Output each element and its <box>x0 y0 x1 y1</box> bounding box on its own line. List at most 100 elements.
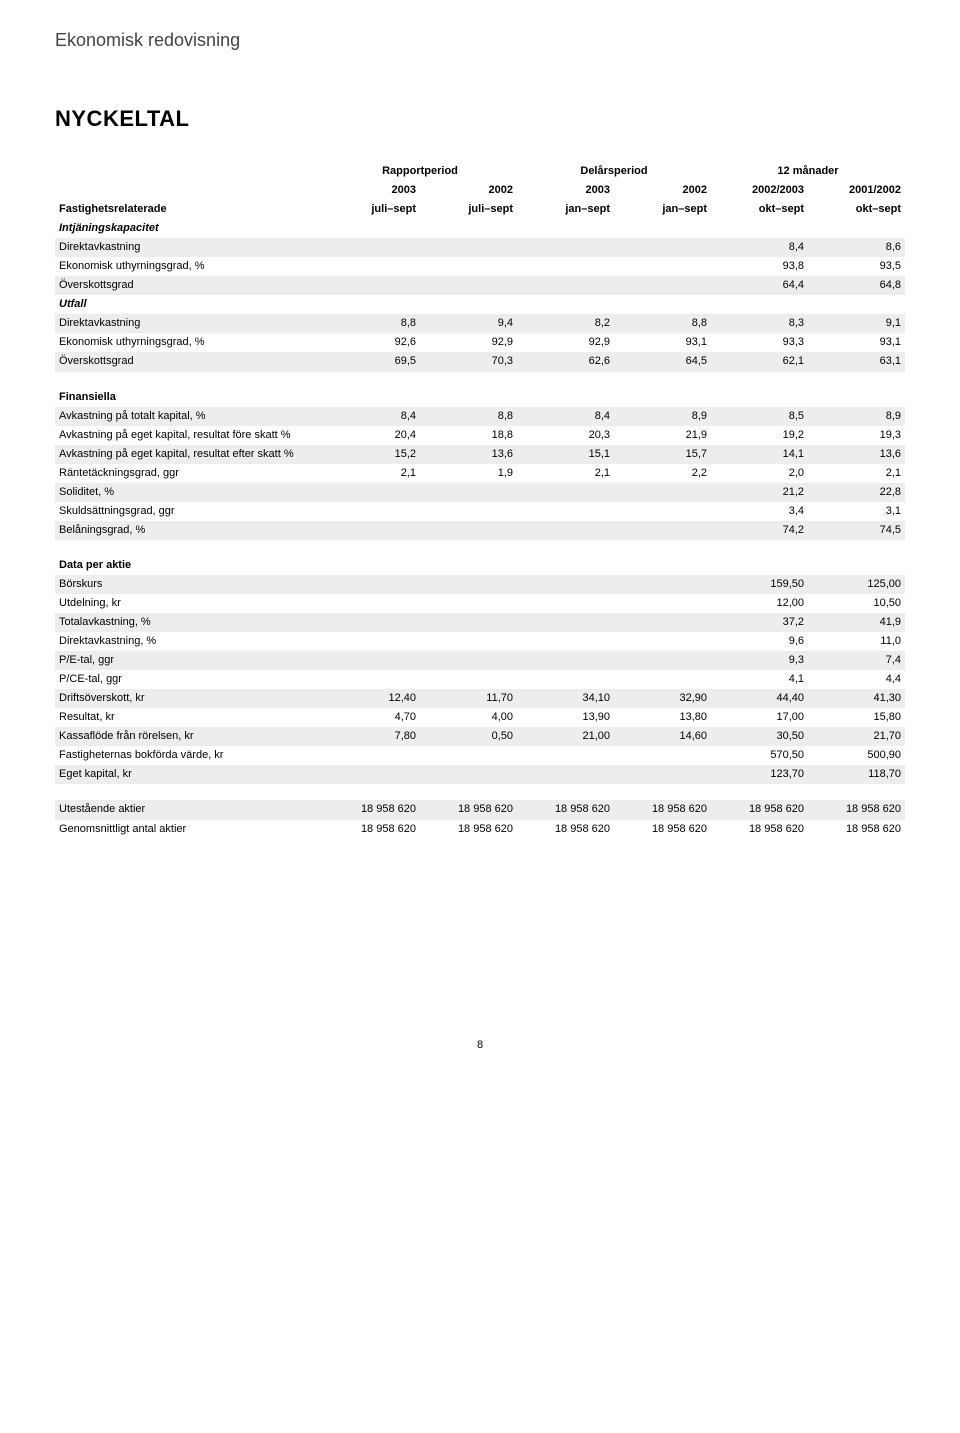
cell: 2,0 <box>711 464 808 483</box>
table-row: Utdelning, kr12,0010,50 <box>55 594 905 613</box>
cell <box>614 575 711 594</box>
row-label: Belåningsgrad, % <box>55 521 323 540</box>
cell: 44,40 <box>711 689 808 708</box>
cell <box>614 765 711 784</box>
cell: 7,80 <box>323 727 420 746</box>
cell: 9,3 <box>711 651 808 670</box>
nyckeltal-table: Rapportperiod Delårsperiod 12 månader 20… <box>55 162 905 839</box>
cell <box>420 238 517 257</box>
table-row: Direktavkastning8,89,48,28,88,39,1 <box>55 314 905 333</box>
cell <box>420 594 517 613</box>
cell <box>420 257 517 276</box>
col-period-2: jan–sept <box>517 200 614 219</box>
cell: 8,4 <box>711 238 808 257</box>
table-row: Belåningsgrad, % 74,274,5 <box>55 521 905 540</box>
cell <box>517 632 614 651</box>
cell: 159,50 <box>711 575 808 594</box>
cell <box>614 521 711 540</box>
row-label: Totalavkastning, % <box>55 613 323 632</box>
cell: 37,2 <box>711 613 808 632</box>
cell <box>323 575 420 594</box>
cell: 30,50 <box>711 727 808 746</box>
row-label: Genomsnittligt antal aktier <box>55 820 323 839</box>
table-row: Avkastning på eget kapital, resultat för… <box>55 426 905 445</box>
cell <box>420 521 517 540</box>
cell: 11,70 <box>420 689 517 708</box>
cell: 93,1 <box>808 333 905 352</box>
row-label: Eget kapital, kr <box>55 765 323 784</box>
cell: 21,70 <box>808 727 905 746</box>
cell: 2,1 <box>323 464 420 483</box>
cell: 8,9 <box>614 407 711 426</box>
cell <box>614 613 711 632</box>
cell: 4,00 <box>420 708 517 727</box>
cell <box>323 651 420 670</box>
cell: 2,1 <box>808 464 905 483</box>
table-row: Totalavkastning, % 37,241,9 <box>55 613 905 632</box>
table-row: Ekonomisk uthyrningsgrad, %93,893,5 <box>55 257 905 276</box>
cell <box>517 575 614 594</box>
page-number: 8 <box>55 1039 905 1051</box>
cell: 3,1 <box>808 502 905 521</box>
cell: 3,4 <box>711 502 808 521</box>
cell: 14,1 <box>711 445 808 464</box>
row-label: Utestående aktier <box>55 800 323 819</box>
table-row: Direktavkastning, %9,611,0 <box>55 632 905 651</box>
row-label: Kassaflöde från rörelsen, kr <box>55 727 323 746</box>
cell: 74,2 <box>711 521 808 540</box>
cell <box>517 651 614 670</box>
cell: 2,1 <box>517 464 614 483</box>
cell <box>614 502 711 521</box>
table-row: Driftsöverskott, kr12,4011,7034,1032,904… <box>55 689 905 708</box>
cell <box>614 594 711 613</box>
cell <box>614 257 711 276</box>
cell: 69,5 <box>323 352 420 371</box>
cell <box>614 276 711 295</box>
table-row: P/E-tal, ggr9,37,4 <box>55 651 905 670</box>
cell: 41,9 <box>808 613 905 632</box>
col-year-2: 2003 <box>517 181 614 200</box>
cell: 18 958 620 <box>517 800 614 819</box>
cell: 64,5 <box>614 352 711 371</box>
cell <box>517 257 614 276</box>
cell: 9,4 <box>420 314 517 333</box>
row-label: Avkastning på totalt kapital, % <box>55 407 323 426</box>
cell <box>420 632 517 651</box>
cell <box>614 670 711 689</box>
cell <box>517 502 614 521</box>
cell <box>420 502 517 521</box>
row-label: Börskurs <box>55 575 323 594</box>
cell: 12,40 <box>323 689 420 708</box>
table-row: Direktavkastning8,48,6 <box>55 238 905 257</box>
cell: 123,70 <box>711 765 808 784</box>
cell: 15,80 <box>808 708 905 727</box>
cell <box>323 765 420 784</box>
cell <box>517 613 614 632</box>
row-label: Räntetäckningsgrad, ggr <box>55 464 323 483</box>
cell <box>614 632 711 651</box>
cell: 118,70 <box>808 765 905 784</box>
table-body: IntjäningskapacitetDirektavkastning8,48,… <box>55 219 905 838</box>
cell: 74,5 <box>808 521 905 540</box>
table-row: Börskurs159,50125,00 <box>55 575 905 594</box>
cell: 63,1 <box>808 352 905 371</box>
cell: 21,00 <box>517 727 614 746</box>
cell: 93,1 <box>614 333 711 352</box>
cell <box>517 483 614 502</box>
cell <box>420 276 517 295</box>
table-row: Överskottsgrad69,570,362,664,562,163,1 <box>55 352 905 371</box>
cell: 9,6 <box>711 632 808 651</box>
cell <box>323 521 420 540</box>
cell <box>517 670 614 689</box>
row-label: P/CE-tal, ggr <box>55 670 323 689</box>
cell: 11,0 <box>808 632 905 651</box>
cell: 8,8 <box>420 407 517 426</box>
cell <box>323 276 420 295</box>
cell <box>323 632 420 651</box>
cell: 62,6 <box>517 352 614 371</box>
cell <box>614 483 711 502</box>
row-label: Skuldsättningsgrad, ggr <box>55 502 323 521</box>
cell: 18 958 620 <box>517 820 614 839</box>
cell: 8,2 <box>517 314 614 333</box>
cell: 20,3 <box>517 426 614 445</box>
